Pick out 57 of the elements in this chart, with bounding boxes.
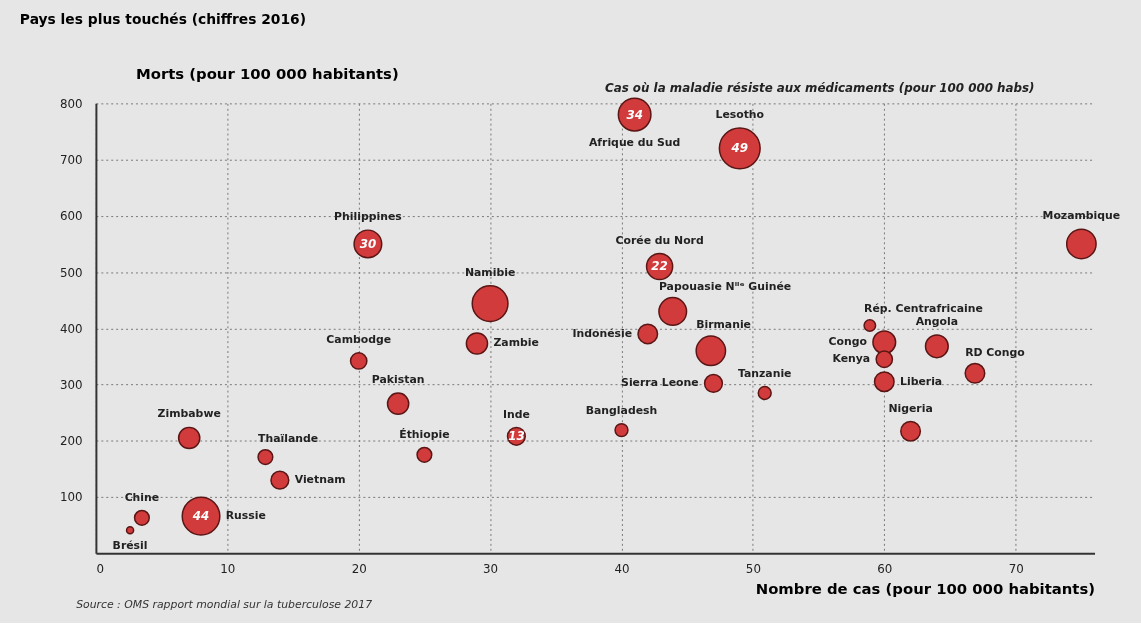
x-tick-label: 0 — [96, 561, 104, 576]
annotation: Cambodge — [326, 332, 392, 346]
annotation: Namibie — [464, 265, 516, 279]
annotation: Thaïlande — [258, 431, 319, 445]
y-tick-label: 300 — [59, 377, 83, 392]
annotation: Sierra Leone — [621, 376, 699, 390]
annotation: Indonésie — [572, 326, 633, 340]
annotation: 44 — [191, 509, 210, 524]
annotation: Chine — [124, 490, 160, 504]
annotation: Éthiopie — [399, 427, 450, 441]
x-tick-label: 50 — [745, 561, 761, 576]
annotation: Zambie — [493, 336, 539, 350]
annotation: Birmanie — [696, 318, 751, 332]
x-tick-label: 10 — [220, 561, 236, 576]
annotation: 30 — [359, 236, 377, 251]
y-tick-label: 100 — [59, 490, 83, 505]
annotation: 49 — [730, 141, 749, 156]
annotation: Tanzanie — [737, 366, 792, 380]
annotation: Nigeria — [888, 401, 933, 415]
x-tick-label: 70 — [1008, 561, 1024, 576]
annotation: Zimbabwe — [157, 407, 221, 421]
annotation: Vietnam — [294, 473, 346, 487]
x-tick-label: 40 — [614, 561, 630, 576]
annotation: 34 — [626, 107, 643, 122]
x-tick-label: 20 — [351, 561, 367, 576]
y-tick-label: 800 — [59, 96, 83, 111]
chart-title: Pays les plus touchés (chiffres 2016) — [19, 11, 307, 28]
annotation: Pakistan — [371, 373, 425, 387]
annotation: Corée du Nord — [615, 233, 704, 247]
annotation: Inde — [502, 407, 530, 421]
annotation: Angola — [915, 315, 959, 329]
annotation: 22 — [651, 259, 668, 274]
annotation: Liberia — [900, 374, 943, 388]
annotation: Papouasie Nˡˡᵉ Guinée — [658, 279, 792, 293]
x-tick-label: 30 — [483, 561, 499, 576]
annotation: Rép. Centrafricaine — [864, 301, 983, 315]
annotation: Lesotho — [715, 108, 765, 122]
annotation: Cas où la maladie résiste aux médicaments (pour 100 000 habs) — [604, 81, 1035, 96]
annotation: Bangladesh — [585, 403, 658, 417]
annotation: Russie — [225, 509, 266, 523]
y-tick-label: 700 — [59, 153, 83, 168]
annotation: Mozambique — [1042, 209, 1121, 223]
annotation: Philippines — [334, 210, 402, 224]
annotation: Brésil — [112, 538, 148, 552]
annotation: Afrique du Sud — [588, 135, 681, 149]
y-tick-label: 200 — [59, 434, 83, 449]
x-tick-label: 60 — [877, 561, 893, 576]
annotation: RD Congo — [965, 345, 1025, 359]
annotation: Congo — [828, 335, 868, 349]
y-axis-title: Morts (pour 100 000 habitants) — [135, 65, 399, 83]
annotation: Kenya — [832, 352, 871, 366]
annotation: 13 — [508, 429, 525, 444]
y-tick-label: 500 — [59, 265, 83, 280]
x-axis-title: Nombre de cas (pour 100 000 habitants) — [755, 580, 1096, 598]
y-tick-label: 400 — [59, 321, 83, 336]
source-note: Source : OMS rapport mondial sur la tuberculose 2017 — [76, 597, 373, 611]
y-tick-label: 600 — [59, 209, 83, 224]
